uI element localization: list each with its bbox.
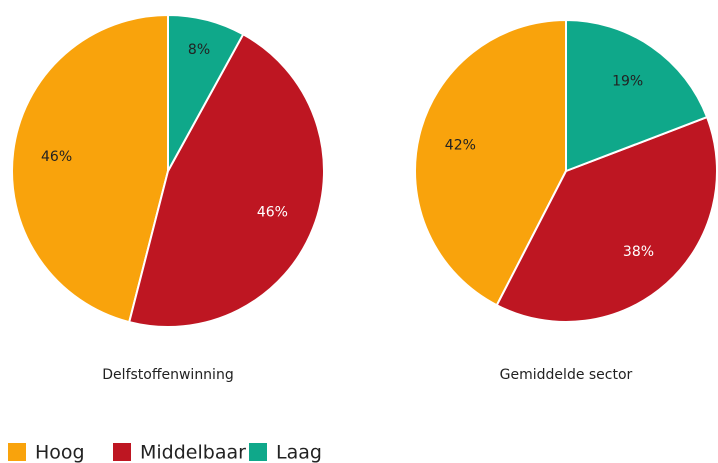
slice-label: 46% — [257, 204, 288, 220]
pie-slice — [495, 115, 718, 323]
slice-label: 19% — [612, 73, 643, 89]
legend-swatch — [249, 443, 267, 461]
pie-slice — [565, 18, 709, 173]
slice-label: 46% — [41, 149, 72, 165]
pie-slice — [414, 18, 567, 307]
slice-label: 42% — [445, 137, 476, 153]
slice-label: 8% — [188, 42, 210, 58]
pie-title: Delfstoffenwinning — [102, 367, 233, 383]
legend-swatch — [113, 443, 131, 461]
legend-label: Hoog — [35, 442, 85, 463]
legend-label: Middelbaar — [140, 442, 246, 463]
legend-swatch — [8, 443, 26, 461]
pie-slice — [167, 13, 245, 172]
slice-label: 38% — [623, 244, 654, 260]
pie-slice — [127, 32, 325, 328]
legend-label: Laag — [276, 442, 322, 463]
pie-slice — [11, 13, 169, 324]
pie-title: Gemiddelde sector — [500, 367, 633, 383]
